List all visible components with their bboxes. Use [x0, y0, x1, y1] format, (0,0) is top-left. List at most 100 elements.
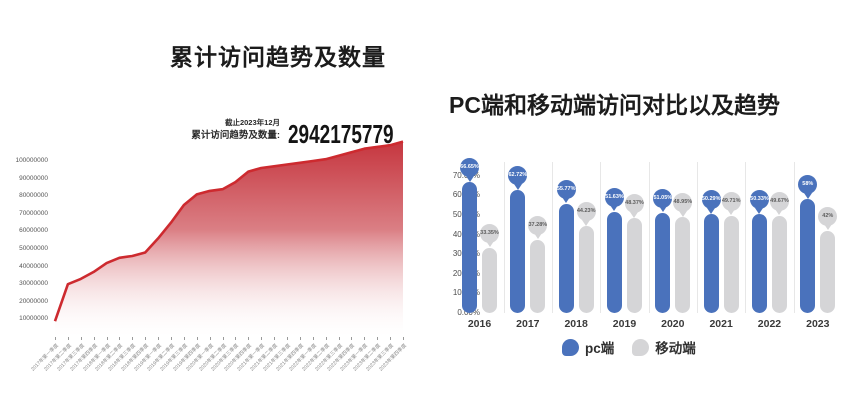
group-separator [793, 162, 795, 313]
pc-bar-2022 [751, 214, 767, 313]
balloon-pointer [823, 224, 832, 231]
mobile-value-balloon-2018: 44.23% [576, 202, 596, 222]
balloon-pointer [803, 192, 812, 199]
x-axis-tick [106, 337, 108, 340]
balloon-pointer [533, 233, 542, 240]
balloon-pointer [465, 175, 474, 182]
pc-bar-2017 [510, 190, 526, 313]
x-axis-tick [55, 337, 56, 340]
right-chart-title: PC端和移动端访问对比以及趋势 [449, 92, 780, 118]
year-label-2021: 2021 [709, 318, 733, 330]
pc-legend-marker [562, 338, 579, 356]
mobile-bar-2023 [820, 230, 836, 313]
pc-value-balloon-2020: 51.05% [653, 188, 673, 208]
x-axis-tick [351, 337, 353, 340]
mobile-value-balloon-2019: 48.37% [624, 194, 644, 214]
mobile-bar-2019 [626, 218, 642, 313]
balloon-pointer [727, 209, 736, 216]
year-label-2017: 2017 [516, 318, 540, 330]
balloon-pointer [513, 183, 522, 190]
year-label-2018: 2018 [564, 318, 588, 330]
y-axis-tick-label: 60000000 [19, 227, 48, 235]
area-chart [53, 140, 404, 337]
pc-bar-2019 [606, 211, 622, 313]
x-axis-tick [145, 337, 147, 340]
pc-value-balloon-2017: 62.72% [508, 166, 528, 186]
y-axis-tick-label: 90000000 [19, 174, 48, 182]
balloon-pointer [610, 205, 619, 212]
pc-mobile-panel: PC端和移动端访问对比以及趋势 70.00%60.00%50.00%40.00%… [426, 0, 852, 411]
y-axis-tick-label: 100000000 [15, 157, 48, 164]
y-axis-tick-label: 10000000 [19, 315, 48, 323]
mobile-value-balloon-2016: 33.35% [480, 223, 499, 243]
year-label-2020: 2020 [661, 318, 685, 330]
x-axis-tick [390, 337, 392, 340]
year-label-2019: 2019 [612, 318, 637, 330]
pc-legend-label: pc端 [585, 341, 615, 356]
balloon-pointer [755, 207, 764, 214]
pc-value-balloon-2023: 58% [798, 175, 818, 195]
as-of-date: 截止2023年12月 [224, 118, 280, 127]
x-axis-tick [67, 337, 69, 340]
balloon-pointer [485, 241, 494, 248]
mobile-bar-2022 [771, 215, 787, 313]
x-axis-tick [132, 337, 134, 340]
pc-bar-2018 [558, 203, 574, 313]
balloon-pointer [562, 197, 571, 204]
area-line [53, 140, 404, 322]
y-axis-tick-label: 80000000 [19, 192, 48, 200]
pc-bar-2023 [800, 199, 816, 313]
y-axis-tick-label: 70000000 [19, 209, 48, 217]
x-axis-tick [287, 337, 288, 340]
area-fill [55, 141, 403, 337]
pc-value-balloon-2018: 55.77% [556, 179, 576, 199]
x-axis-tick [403, 337, 404, 340]
group-separator [648, 162, 650, 313]
x-axis-tick [312, 337, 314, 340]
x-axis-tick [196, 337, 198, 340]
x-axis-tick [183, 337, 185, 340]
year-label-2016: 2016 [467, 318, 492, 330]
group-separator [551, 162, 553, 313]
pc-value-balloon-2021: 50.29% [701, 190, 721, 210]
x-axis-tick [338, 337, 340, 340]
y-axis-tick-label: 20000000 [19, 297, 48, 305]
mobile-value-balloon-2020: 48.95% [673, 193, 693, 213]
chart-legend: pc端 移动端 [562, 337, 696, 357]
x-axis-tick [119, 337, 121, 340]
year-label-2022: 2022 [757, 318, 782, 330]
group-separator [745, 162, 747, 313]
group-separator [600, 162, 602, 313]
mobile-value-balloon-2021: 49.71% [721, 191, 741, 211]
mobile-bar-2018 [578, 226, 594, 313]
y-axis-tick-label: 40000000 [19, 262, 48, 270]
x-axis-tick [222, 337, 224, 340]
x-axis-tick [235, 337, 237, 340]
x-axis-tick [248, 337, 250, 340]
balloon-pointer [582, 219, 591, 226]
legend-item-mobile: 移动端 [632, 337, 696, 357]
pc-bar-2016 [462, 182, 477, 313]
x-axis-tick [377, 337, 379, 340]
balloon-pointer [630, 211, 639, 218]
cumulative-visits-panel: 累计访问趋势及数量 截止2023年12月 累计访问趋势及数量: 29421757… [15, 44, 407, 372]
legend-item-pc: pc端 [562, 337, 614, 357]
cumulative-total-value: 2942175779 [288, 119, 394, 149]
x-axis-tick [80, 337, 82, 340]
pc-value-balloon-2022: 50.33% [749, 190, 769, 210]
pc-value-balloon-2016: 66.65% [460, 158, 479, 178]
x-axis-tick [274, 337, 276, 340]
x-axis-tick [93, 337, 95, 340]
x-axis-tick [261, 337, 263, 340]
y-axis-tick-label: 50000000 [19, 245, 48, 252]
mobile-value-balloon-2017: 37.28% [528, 215, 548, 235]
balloon-pointer [775, 209, 784, 216]
mobile-legend-label: 移动端 [655, 341, 696, 356]
mobile-legend-marker [632, 338, 650, 356]
balloon-pointer [678, 210, 687, 217]
x-axis-tick [209, 337, 211, 340]
x-axis-tick [325, 337, 327, 340]
group-separator [696, 162, 698, 313]
mobile-bar-2016 [482, 247, 497, 313]
